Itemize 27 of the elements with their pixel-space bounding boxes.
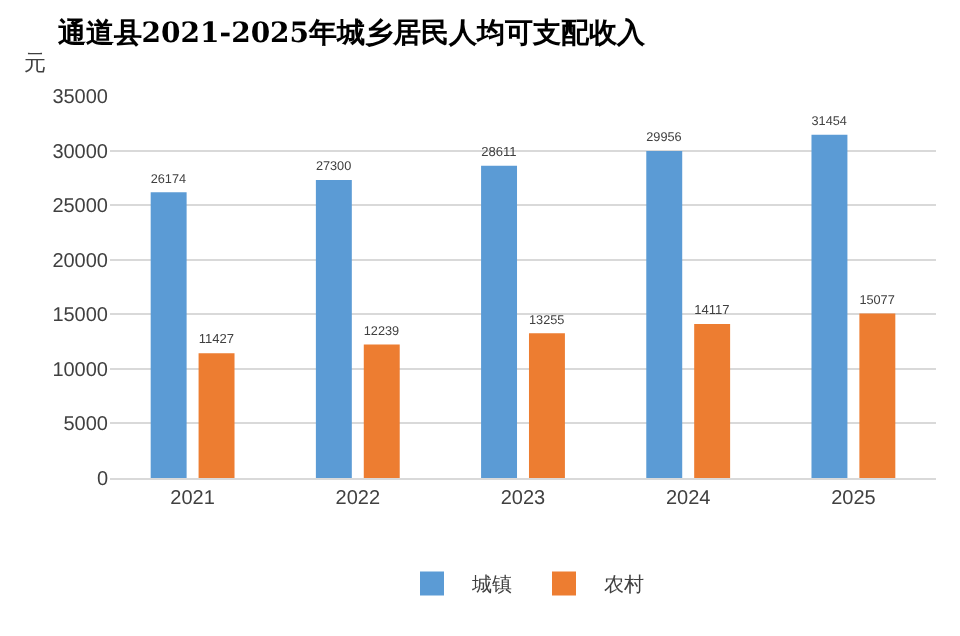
- legend-label: 农村: [604, 573, 644, 598]
- y-tick-label: 25000: [52, 196, 109, 219]
- y-tick-label: 0: [96, 469, 109, 491]
- x-tick-label: 2025: [831, 488, 877, 510]
- y-tick-label: 20000: [52, 250, 109, 273]
- legend-label: 城镇: [470, 573, 512, 598]
- x-tick-label: 2023: [500, 488, 547, 510]
- y-tick-label: 5000: [63, 414, 109, 437]
- bar: [481, 165, 518, 478]
- y-tick-label: 15000: [52, 305, 109, 328]
- y-tick-label: 35000: [52, 87, 109, 109]
- bar: [315, 180, 352, 478]
- y-tick-label: 30000: [52, 141, 109, 164]
- bar: [646, 151, 683, 478]
- bar: [859, 313, 896, 478]
- y-axis-title: 元: [24, 52, 46, 76]
- bar: [528, 333, 565, 478]
- bar: [811, 134, 848, 478]
- x-tick-label: 2021: [170, 488, 216, 510]
- bar: [694, 323, 731, 478]
- x-tick-label: 2024: [665, 488, 712, 510]
- bar: [150, 192, 187, 478]
- bar: [363, 344, 400, 478]
- bar: [198, 353, 235, 478]
- y-tick-label: 10000: [52, 359, 109, 382]
- x-tick-label: 2022: [335, 488, 381, 510]
- chart-title: 通道县2021-2025年城乡居民人均可支配收入: [55, 15, 648, 50]
